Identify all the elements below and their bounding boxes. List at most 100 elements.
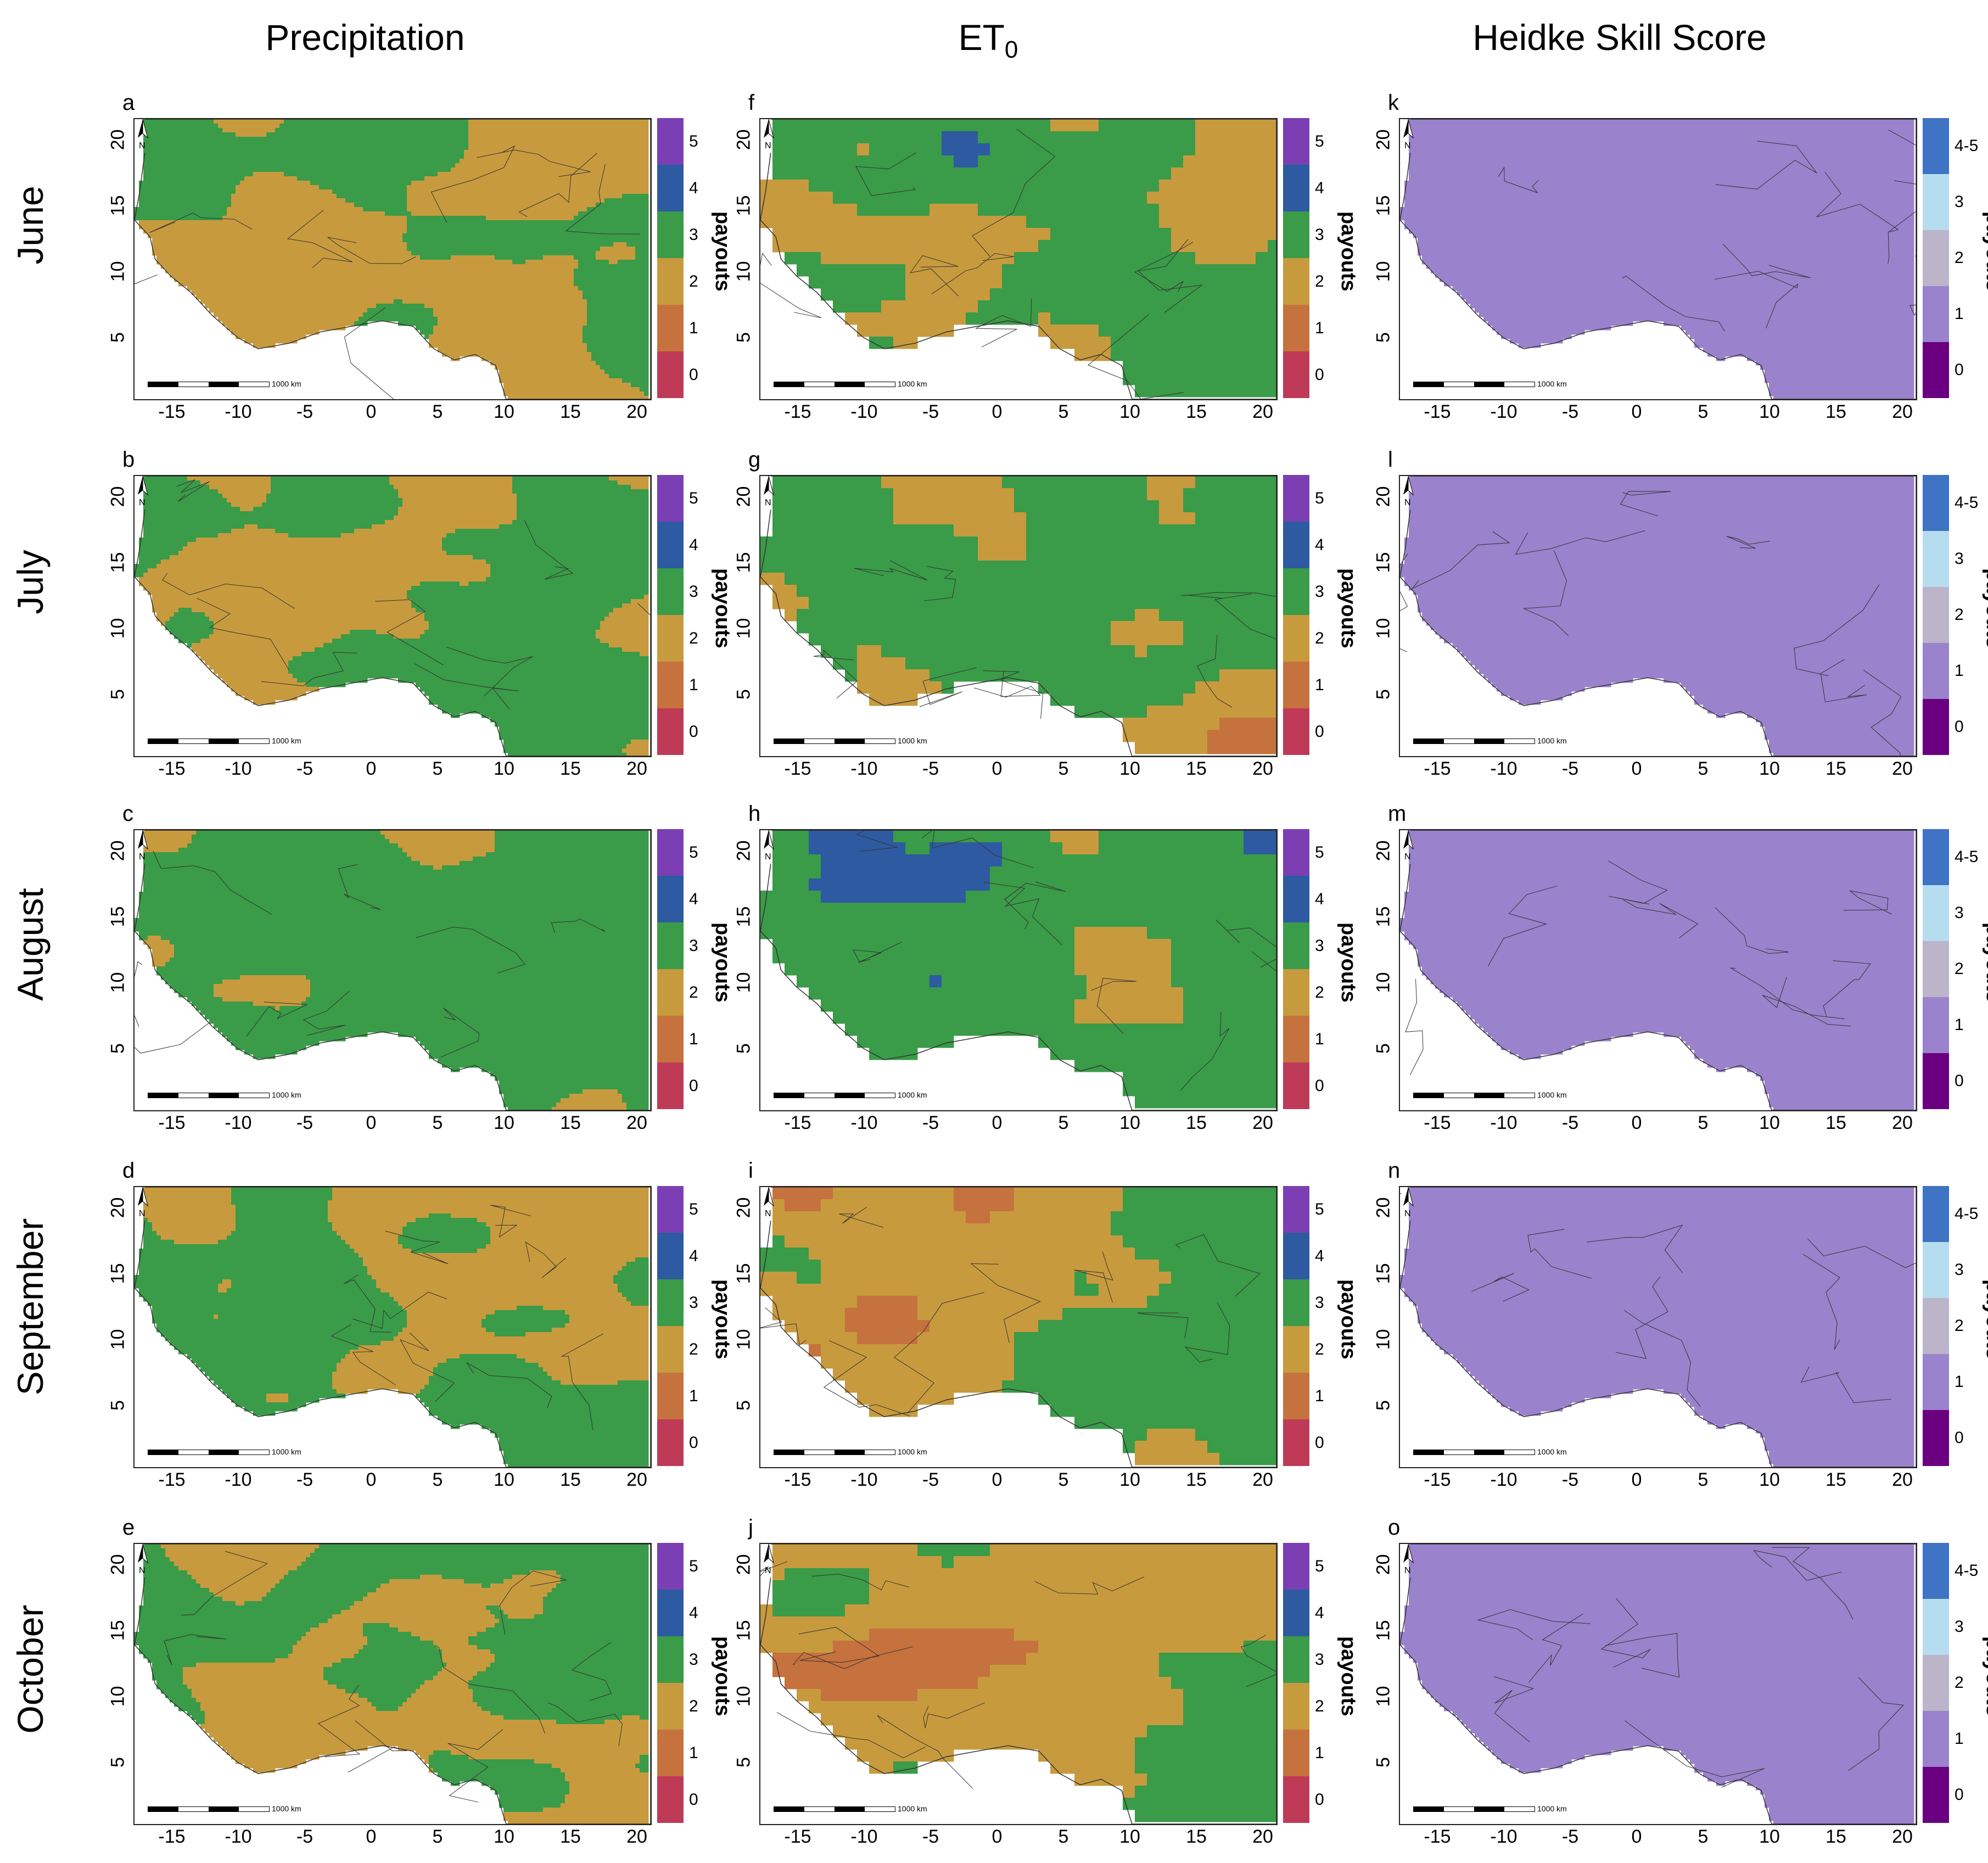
legend-swatch (657, 522, 684, 568)
y-tick-label: 20 (1373, 1548, 1395, 1581)
legend-label: 3 (689, 226, 698, 244)
x-tick-label: 0 (346, 1469, 396, 1491)
x-tick-label: -10 (839, 1469, 889, 1491)
legend-swatch (1283, 1590, 1309, 1636)
scale-segment (774, 1093, 804, 1098)
legend-label: 5 (689, 489, 698, 508)
x-tick-label: -5 (280, 1469, 329, 1491)
legend-swatch (657, 1730, 684, 1776)
x-tick-label: 0 (1612, 1469, 1661, 1491)
x-tick-label: -10 (214, 1826, 263, 1848)
map-raster (760, 119, 1276, 399)
x-tick-label: 15 (1811, 1112, 1861, 1134)
legend-label: 5 (689, 1200, 698, 1219)
map-frame (759, 118, 1278, 400)
map-panel-m: m N 1000 km 20 15 10 5 -15 -10 -5 0 5 10 15 20 4-5 3 2 1 0 p… (1382, 802, 1970, 1142)
legend-swatch (1283, 258, 1309, 305)
y-tick-label: 20 (733, 835, 755, 868)
scale-bar (774, 1093, 895, 1098)
map-raster (135, 476, 651, 756)
x-tick-label: 20 (612, 1826, 662, 1848)
x-tick-label: 20 (1238, 758, 1287, 780)
legend-title: payouts (710, 211, 734, 292)
y-tick-label: 15 (733, 189, 755, 222)
legend-swatch (657, 969, 684, 1016)
x-tick-label: 0 (972, 1112, 1022, 1134)
x-tick-label: 5 (1678, 1112, 1728, 1134)
y-tick-label: 10 (1373, 1680, 1395, 1713)
x-tick-label: 5 (1039, 1112, 1088, 1134)
legend-swatch (1283, 568, 1309, 615)
scale-segment (239, 1807, 269, 1811)
y-tick-label: 20 (1373, 835, 1395, 868)
x-tick-label: -15 (773, 1826, 822, 1848)
legend-label: 3 (689, 1651, 698, 1669)
y-tick-label: 10 (733, 255, 755, 288)
scale-label: 1000 km (272, 1090, 301, 1099)
legend-swatch (1283, 211, 1309, 258)
x-tick-label: 0 (1612, 758, 1661, 780)
scale-label: 1000 km (1537, 1447, 1567, 1456)
legend-swatch (657, 829, 684, 876)
x-tick-label: -15 (147, 1112, 197, 1134)
x-tick-label: 0 (1612, 401, 1661, 423)
legend-title: payouts (1981, 568, 1988, 648)
scale-segment (865, 739, 895, 743)
legend-swatch (1283, 922, 1309, 969)
legend-swatch (1923, 286, 1949, 342)
legend-swatch (1283, 1776, 1309, 1823)
legend-swatch (657, 1062, 684, 1109)
x-tick-label: 15 (1811, 401, 1861, 423)
scale-label: 1000 km (1537, 1090, 1567, 1099)
x-tick-label: 5 (413, 1112, 462, 1134)
legend-swatch (657, 1326, 684, 1373)
legend-label: 5 (689, 843, 698, 862)
legend-label: 4 (1315, 179, 1324, 198)
legend-label: 2 (689, 1697, 698, 1716)
legend-swatch (657, 1636, 684, 1683)
map-panel-g: g N 1000 km 20 15 10 5 -15 -10 -5 0 5 10 15 20 5 4 3 2 1 0 pa… (743, 447, 1330, 788)
x-tick-label: 0 (346, 758, 396, 780)
x-tick-label: 10 (1105, 1112, 1155, 1134)
x-tick-label: -15 (1413, 1112, 1462, 1134)
x-tick-label: 0 (972, 758, 1022, 780)
legend-swatch (657, 876, 684, 922)
scale-segment (1444, 1807, 1474, 1811)
north-label: N (1404, 1209, 1411, 1219)
legend-label: 0 (689, 1434, 698, 1452)
legend-swatch (1923, 1767, 1949, 1823)
scale-segment (835, 739, 865, 743)
legend-swatch (1283, 1233, 1309, 1279)
map-raster (1400, 830, 1916, 1110)
scale-segment (209, 1807, 239, 1811)
scale-bar (1413, 1450, 1535, 1455)
legend-label: 4 (689, 890, 698, 909)
north-label: N (139, 498, 145, 508)
x-tick-label: 10 (479, 1826, 529, 1848)
legend-swatch (657, 1419, 684, 1466)
legend-swatch (1283, 475, 1309, 522)
legend-swatch (1923, 230, 1949, 286)
legend-swatch (657, 922, 684, 969)
scale-segment (239, 382, 269, 387)
scale-label: 1000 km (898, 736, 927, 745)
row-label-september: September (0, 1142, 60, 1472)
x-tick-label: -5 (1545, 1826, 1595, 1848)
legend-label: 1 (1315, 1387, 1324, 1406)
legend-swatch (1923, 829, 1949, 885)
north-label: N (765, 498, 771, 508)
legend-title: payouts (1336, 211, 1360, 292)
legend-swatch (657, 662, 684, 708)
map-frame (1399, 1543, 1917, 1825)
scale-segment (1474, 1093, 1504, 1098)
x-tick-label: 20 (1878, 758, 1927, 780)
x-tick-label: -15 (147, 401, 197, 423)
scale-label: 1000 km (272, 736, 301, 745)
scale-label: 1000 km (898, 379, 927, 388)
y-tick-label: 15 (1373, 1614, 1395, 1647)
legend-title: payouts (1336, 1279, 1360, 1360)
legend-swatch (1283, 351, 1309, 398)
panel-letter: j (748, 1515, 753, 1540)
y-tick-label: 15 (733, 546, 755, 579)
legend-label: 3 (1315, 226, 1324, 244)
